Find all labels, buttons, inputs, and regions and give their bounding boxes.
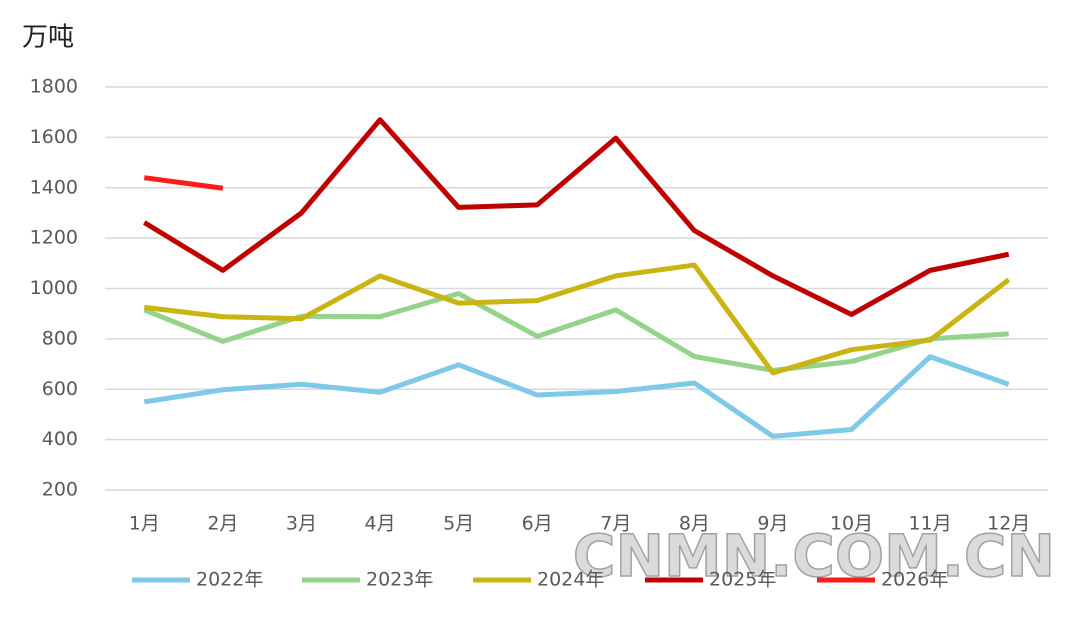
y-tick-label: 400 [42,428,78,450]
x-tick-label: 12月 [987,513,1030,535]
legend-label: 2024年 [537,569,604,591]
series-line [143,262,1011,376]
legend-label: 2023年 [366,569,433,591]
legend-label: 2022年 [196,569,263,591]
series-line [143,291,1009,373]
y-tick-label: 800 [42,327,78,349]
y-tick-label: 1800 [30,76,78,98]
y-tick-label: 1400 [30,176,78,198]
legend-label: 2026年 [881,569,948,591]
series-line [143,175,224,191]
x-tick-label: 11月 [909,513,952,535]
series-line [142,117,1010,317]
x-tick-label: 5月 [443,513,474,535]
y-tick-label: 600 [42,378,78,400]
x-tick-label: 2月 [207,513,238,535]
y-axis-title: 万吨 [22,23,74,53]
x-tick-label: 7月 [600,513,631,535]
series-line [143,354,1010,439]
legend-label: 2025年 [709,569,776,591]
x-tick-label: 6月 [522,513,553,535]
y-tick-label: 200 [42,479,78,501]
x-tick-label: 4月 [364,513,395,535]
x-tick-label: 8月 [679,513,710,535]
y-tick-label: 1000 [30,277,78,299]
x-tick-label: 10月 [830,513,873,535]
y-tick-label: 1200 [30,227,78,249]
x-tick-label: 3月 [286,513,317,535]
y-tick-label: 1600 [30,126,78,148]
x-tick-label: 9月 [757,513,788,535]
x-tick-label: 1月 [129,513,160,535]
